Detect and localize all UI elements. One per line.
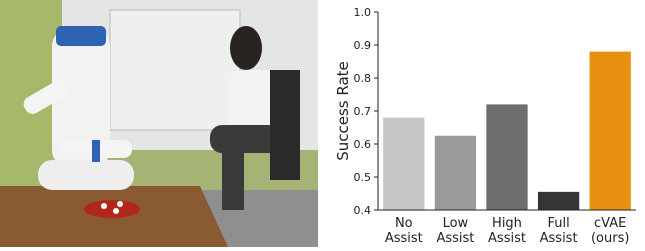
bar xyxy=(435,136,476,210)
y-tick-label: 0.7 xyxy=(354,105,372,118)
y-tick-label: 0.9 xyxy=(354,39,372,52)
y-tick-label: 0.4 xyxy=(354,204,372,217)
y-tick-label: 0.8 xyxy=(354,72,372,85)
y-tick-label: 0.6 xyxy=(354,138,372,151)
y-axis-label: Success Rate xyxy=(334,61,352,161)
bar xyxy=(486,104,527,210)
y-tick-label: 0.5 xyxy=(354,171,372,184)
bar xyxy=(538,192,579,210)
y-tick-label: 1.0 xyxy=(354,6,372,19)
bar xyxy=(590,52,631,210)
photo xyxy=(0,0,318,247)
bar xyxy=(383,118,424,210)
x-tick-label: cVAE(ours) xyxy=(591,216,629,246)
figure: Success Rate 0.4 0.5 0.6 0.7 0.8 0.9 1.0 NoAssi… xyxy=(0,0,645,247)
